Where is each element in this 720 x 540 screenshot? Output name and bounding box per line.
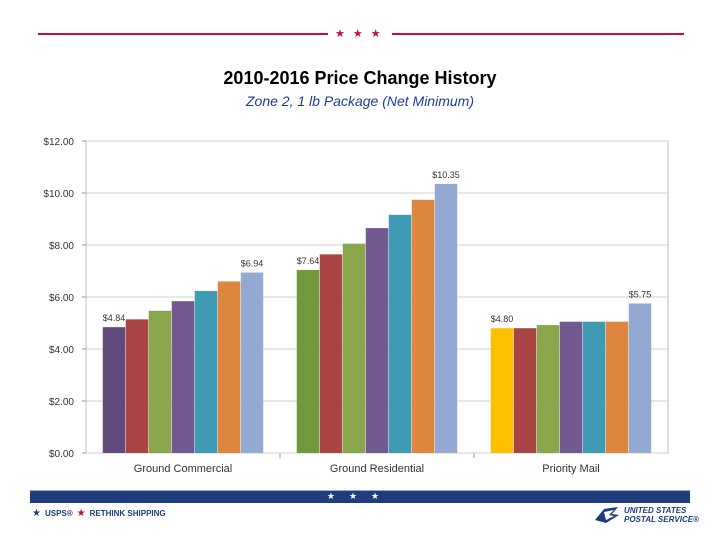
star-icon: ★ <box>76 508 86 519</box>
bar <box>194 291 218 453</box>
data-label: $5.75 <box>629 290 652 300</box>
usps-label: USPS® <box>44 509 73 518</box>
bar-chart: $0.00 $2.00 $4.00 $6.00 $8.00 $10.00 $12.00 $4.… <box>43 137 669 475</box>
y-tick-label: $4.00 <box>49 345 74 356</box>
header-rule-right <box>392 33 684 35</box>
bar <box>171 301 195 453</box>
bar <box>411 199 435 453</box>
bar <box>365 228 389 453</box>
data-label: $4.80 <box>491 314 514 324</box>
usps-logo: UNITED STATES POSTAL SERVICE® <box>594 506 699 524</box>
bar <box>102 327 126 453</box>
bar <box>434 183 458 453</box>
usps-name-line1: UNITED STATES <box>624 506 687 515</box>
bar <box>559 321 583 453</box>
bar <box>125 319 149 453</box>
bar <box>240 272 264 453</box>
bar <box>217 281 241 453</box>
chart-title: 2010-2016 Price Change History <box>223 68 497 88</box>
bar <box>319 254 343 453</box>
data-label: $7.64 <box>297 256 320 266</box>
header-rule-left <box>38 33 328 35</box>
y-tick-label: $8.00 <box>49 241 74 252</box>
header-stars-icon: ★★★ <box>335 28 389 40</box>
bar <box>490 328 514 453</box>
eagle-icon <box>595 507 619 523</box>
data-label: $4.84 <box>103 313 126 323</box>
bar <box>605 321 629 453</box>
chart-subtitle: Zone 2, 1 lb Package (Net Minimum) <box>246 93 474 109</box>
y-tick-label: $6.00 <box>49 293 74 304</box>
bar <box>536 325 560 453</box>
star-icon: ★ <box>32 508 41 519</box>
bar <box>582 321 606 453</box>
x-tick-label: Ground Commercial <box>134 463 232 475</box>
footer-band <box>30 490 690 503</box>
y-tick-label: $12.00 <box>43 137 74 148</box>
bar <box>148 310 172 453</box>
x-tick-label: Priority Mail <box>542 463 599 475</box>
bar <box>513 328 537 453</box>
bar <box>628 303 652 453</box>
data-label: $6.94 <box>241 259 264 269</box>
y-tick-label: $0.00 <box>49 449 74 460</box>
y-tick-label: $2.00 <box>49 397 74 408</box>
bar <box>342 243 366 453</box>
bar <box>296 269 320 453</box>
usps-name-line2: POSTAL SERVICE® <box>624 515 699 524</box>
footer-stars-icon: ★★★ <box>326 491 394 501</box>
bar <box>388 214 412 453</box>
x-tick-label: Ground Residential <box>330 463 424 475</box>
footer-brand-left: ★ USPS® ★ RETHINK SHIPPING <box>32 508 166 519</box>
data-label: $10.35 <box>432 170 460 180</box>
tagline: RETHINK SHIPPING <box>89 509 166 518</box>
y-tick-label: $10.00 <box>43 189 74 200</box>
